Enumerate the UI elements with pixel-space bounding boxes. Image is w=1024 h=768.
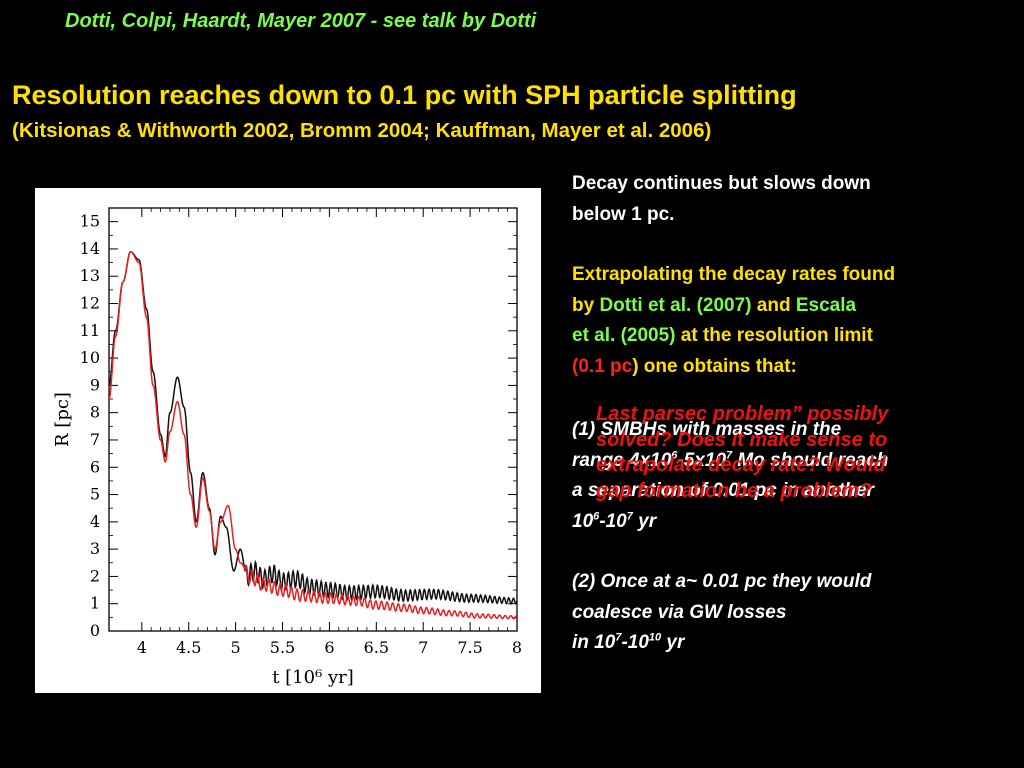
y-tick-label-2: 2 [90,566,100,585]
note-decay-line1: Decay continues but slows down [572,173,871,194]
overlay-line2: solved? Does it make sense to [596,428,888,451]
note-p1-line3: a separation of 0.01 pc in another [572,480,874,501]
note-p1-line1: (1) SMBHs with masses in the [572,419,842,440]
p2-text-b: -10 [621,632,649,653]
p1-exp-1: 6 [671,449,678,462]
y-tick-label-8: 8 [90,403,100,422]
p2-exp-2: 10 [648,631,662,644]
resolution-limit: (0.1 pc [572,355,633,377]
y-tick-label-7: 7 [90,430,100,449]
separation-plot: 4 4.5 5 5.5 6 6.5 7 7.5 80123456789101112131415t… [52,207,522,688]
p2-exp-1: 7 [615,631,622,644]
p2-text-a: in 10 [572,632,616,653]
y-tick-label-1: 1 [90,594,100,613]
note-decay: Decay continues but slows down below 1 p… [572,169,871,230]
series-line-0 [108,250,518,605]
p1-exp-3: 6 [593,510,600,523]
y-tick-label-0: 0 [90,621,100,640]
y-tick-label-9: 9 [90,375,100,394]
p1-text-c: Mo should reach [732,449,889,471]
y-tick-label-4: 4 [90,512,100,531]
overlay-line1: Last parsec problem” possibly [596,403,889,425]
note-extrap-and: and [751,294,796,316]
note-p2-line2: coalesce via GW losses [572,601,787,623]
x-axis-label: t [10⁶ yr] [272,667,354,688]
p1-text-b: -5x10 [677,449,727,471]
x-tick-label-3: 5.5 [270,638,295,657]
slide-references: (Kitsionas & Withworth 2002, Bromm 2004;… [12,119,712,142]
note-p1-line4: 106-107 yr [572,507,888,538]
note-extrap-line2: by Dotti et al. (2007) and Escala [572,291,895,322]
note-p2-line1: (2) Once at a~ 0.01 pc they would [572,571,872,592]
ref-escala-b: et al. (2005) [572,325,676,346]
ref-escala-a: Escala [795,294,857,316]
header-credit: Dotti, Colpi, Haardt, Mayer 2007 - see t… [65,10,537,32]
y-tick-label-15: 15 [80,212,100,231]
p1-text-e: -10 [599,510,627,532]
note-extrap-line3: et al. (2005) at the resolution limit [572,321,895,352]
note-extrap-line4: (0.1 pc) one obtains that: [572,352,895,383]
plot-frame [108,207,518,632]
note-point-2: (2) Once at a~ 0.01 pc they would coales… [572,567,871,659]
overlay-line4: gap formation be a problem? [596,479,872,502]
p1-exp-4: 7 [626,510,633,523]
x-tick-label-6: 7 [418,638,428,657]
p1-text-a: range 4x10 [572,449,672,471]
y-tick-label-14: 14 [80,239,100,258]
note-p2-line3: in 107-1010 yr [572,628,871,659]
note-point-1: (1) SMBHs with masses in the range 4x106… [572,415,888,537]
slide-title: Resolution reaches down to 0.1 pc with S… [12,80,797,110]
ref-dotti: Dotti et al. (2007) [599,294,752,316]
note-p1-line2: range 4x106-5x107 Mo should reach [572,446,888,477]
plot-panel: 4 4.5 5 5.5 6 6.5 7 7.5 8 0 1 2 3 4 5 6 7 8 9 10 11 12 13 14 15 t… [35,188,541,693]
p1-text-f: yr [632,510,657,532]
note-extrap-at: at the resolution limit [675,325,873,346]
y-tick-label-11: 11 [80,321,100,340]
overlay-line3: extrapolate decay rate? Would [596,454,886,476]
y-axis-label: R [pc] [52,392,73,447]
p2-text-c: yr [661,632,685,653]
x-tick-label-2: 5 [231,638,241,657]
y-tick-label-6: 6 [90,457,100,476]
x-tick-label-7: 7.5 [457,638,482,657]
y-tick-label-12: 12 [80,294,100,313]
x-tick-label-0: 4 [137,638,147,657]
note-extrapolation: Extrapolating the decay rates found by D… [572,260,895,382]
y-tick-label-5: 5 [90,485,100,504]
note-extrap-by: by [572,294,600,316]
y-tick-label-10: 10 [80,348,100,367]
x-tick-label-5: 6.5 [364,638,389,657]
note-decay-line2: below 1 pc. [572,203,675,225]
p1-text-d: 10 [572,510,594,532]
x-tick-label-1: 4.5 [176,638,201,657]
note-extrap-line1: Extrapolating the decay rates found [572,264,896,285]
x-tick-label-4: 6 [324,638,334,657]
p1-exp-2: 7 [726,449,733,462]
y-tick-label-3: 3 [90,539,100,558]
overlay-question: Last parsec problem” possibly solved? Do… [596,402,888,504]
series-line-1 [108,250,518,620]
x-tick-label-8: 8 [512,638,522,657]
y-tick-label-13: 13 [80,266,100,285]
note-extrap-end: ) one obtains that: [632,355,797,377]
